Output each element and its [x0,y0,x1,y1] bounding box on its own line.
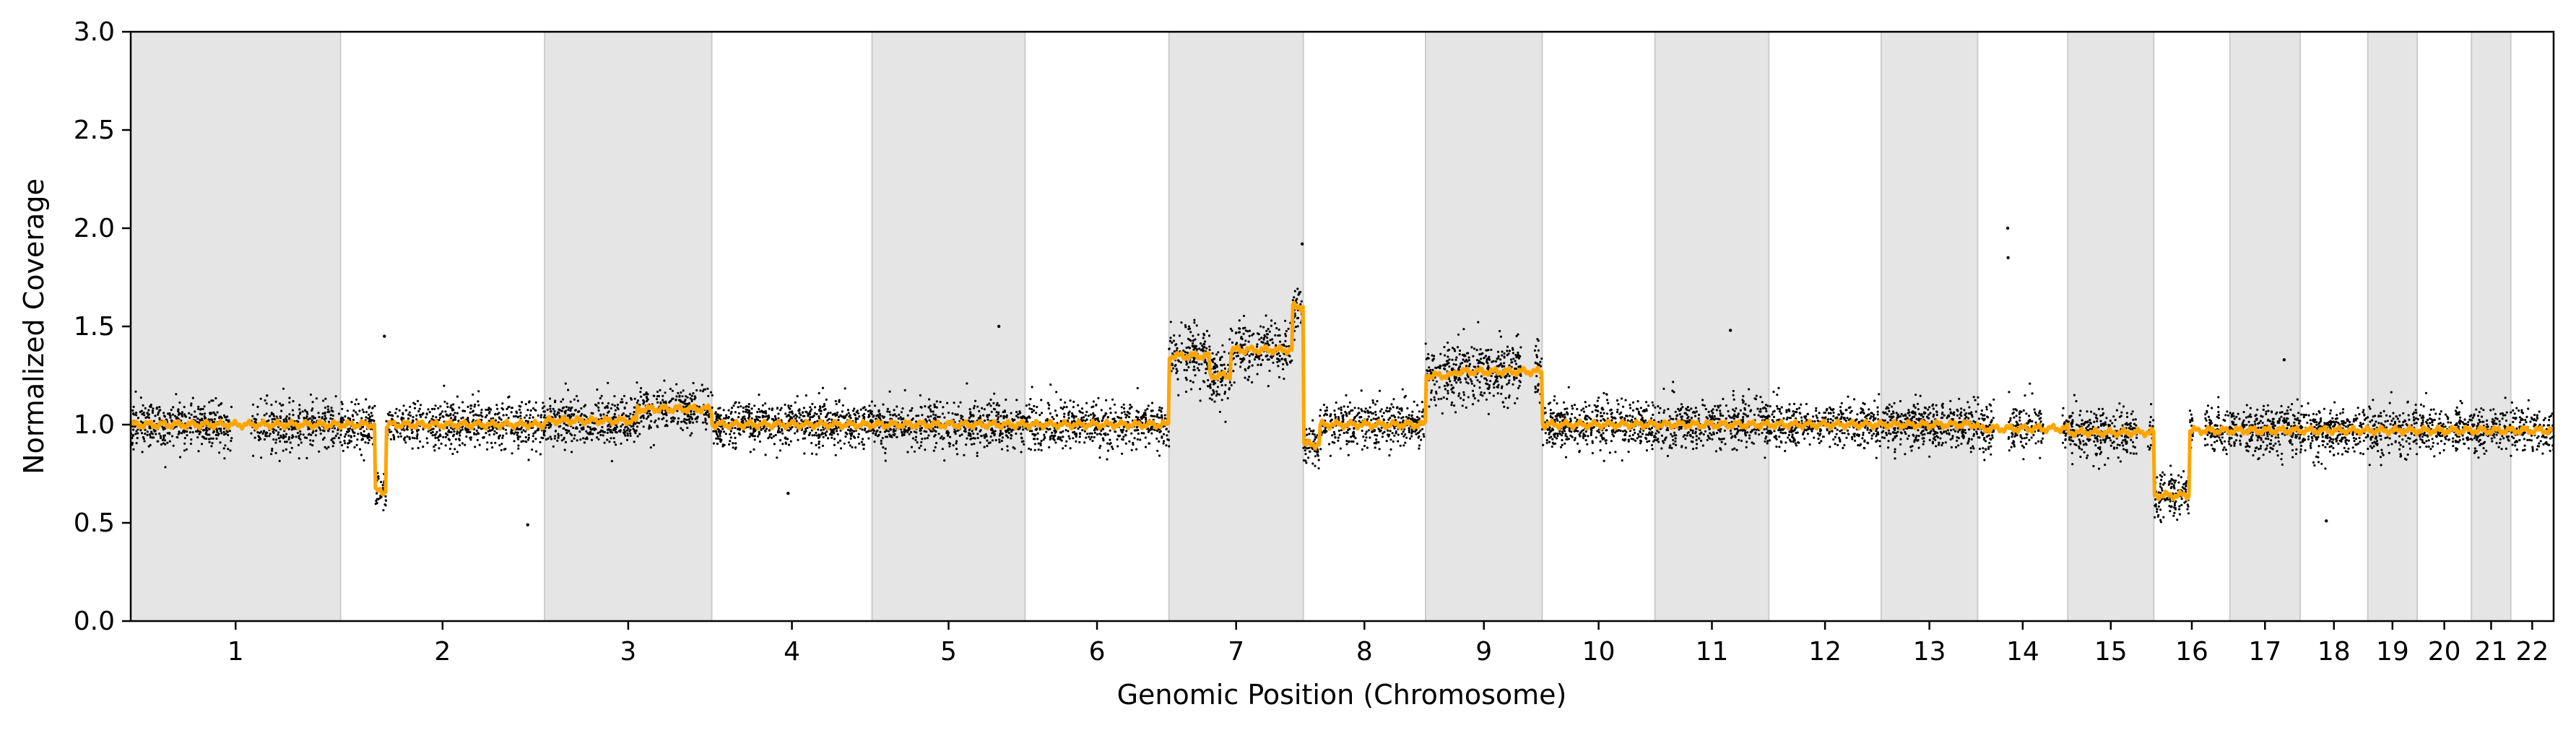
outlier-point [2006,256,2010,259]
chromosome-band-19 [2367,31,2419,622]
chromosome-band-3 [544,31,713,622]
outlier-point [786,492,790,495]
x-tick-label: 17 [2248,637,2281,667]
chromosome-band-5 [871,31,1026,622]
chromosome-band-7 [1168,31,1304,622]
x-tick-label: 2 [434,637,451,667]
outlier-point [2325,519,2328,523]
x-tick-label: 4 [784,637,800,667]
x-tick-label: 20 [2428,637,2461,667]
y-tick-label: 1.5 [74,312,115,342]
y-tick-label: 3.0 [74,17,115,47]
outlier-point [383,334,386,338]
outlier-point [526,523,529,526]
chromosome-band-13 [1880,31,1979,622]
x-tick-label: 15 [2094,637,2128,667]
x-tick-label: 12 [1808,637,1842,667]
x-tick-label: 9 [1475,637,1492,667]
y-axis: 0.0 0.5 1.0 1.5 2.0 2.5 3.0 [74,17,131,636]
x-tick-label: 1 [227,637,244,667]
y-tick-label: 0.5 [74,508,115,538]
plot-frame [129,30,2555,623]
chromosome-bands [130,31,2512,622]
x-tick-label: 11 [1696,637,1729,667]
outlier-point [997,324,1001,329]
chromosome-band-1 [130,31,342,622]
chromosome-band-11 [1654,31,1770,622]
outlier-point [1301,242,1304,246]
chromosome-band-17 [2229,31,2301,622]
x-tick-label: 6 [1089,637,1106,667]
x-tick-label: 19 [2376,637,2409,667]
outlier-point [1728,329,1732,332]
x-tick-label: 10 [1582,637,1616,667]
y-axis-label: Normalized Coverage [18,178,50,474]
x-tick-label: 18 [2317,637,2351,667]
y-tick-label: 2.0 [74,214,115,243]
x-tick-label: 22 [2515,637,2549,667]
x-tick-label: 8 [1356,637,1373,667]
chromosome-band-21 [2471,31,2512,622]
segment-line [129,300,2554,501]
x-tick-label: 14 [2006,637,2039,667]
x-axis-label: Genomic Position (Chromosome) [1117,679,1567,711]
x-tick-label: 7 [1228,637,1244,667]
x-tick-label: 21 [2475,637,2508,667]
x-axis: 1 2 3 4 5 6 7 8 9 10 11 12 13 14 15 16 17 18 19 20 21 22 [227,621,2549,667]
outlier-point [2282,358,2286,362]
y-tick-label: 2.5 [74,116,115,145]
x-tick-label: 5 [940,637,957,667]
chromosome-band-9 [1424,31,1543,622]
y-tick-label: 0.0 [74,607,115,636]
outlier-point [2005,226,2010,230]
x-tick-label: 13 [1913,637,1946,667]
x-tick-label: 3 [620,637,636,667]
y-tick-label: 1.0 [74,410,115,440]
x-tick-label: 16 [2175,637,2208,667]
chromosome-band-15 [2067,31,2155,622]
